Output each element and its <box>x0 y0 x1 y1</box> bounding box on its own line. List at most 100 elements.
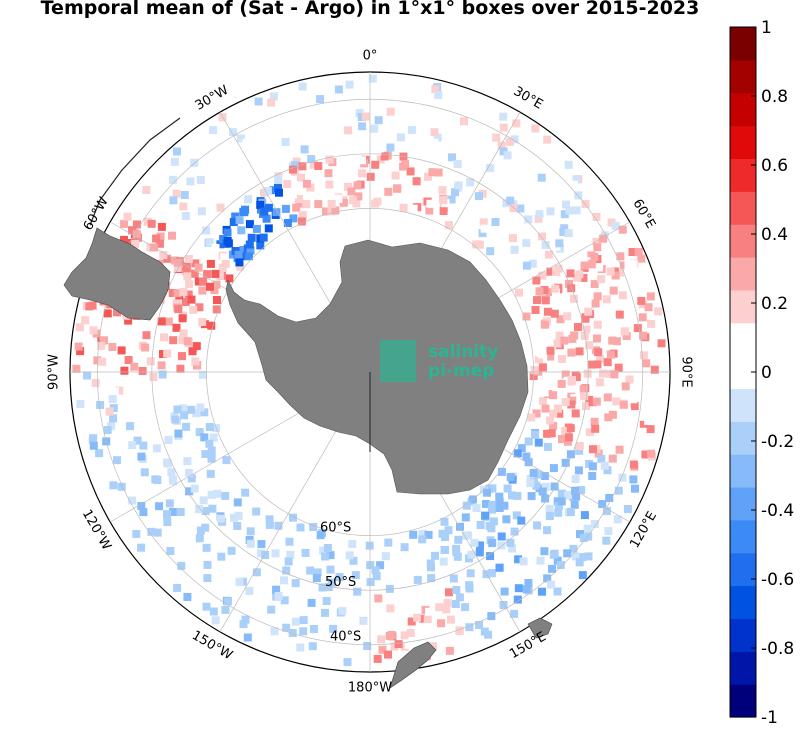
grid-cell <box>547 352 556 361</box>
grid-cell <box>212 305 221 314</box>
grid-cell <box>532 409 541 418</box>
grid-cell <box>174 429 183 438</box>
grid-cell <box>191 259 200 268</box>
grid-cell <box>384 650 392 659</box>
grid-cell <box>372 572 381 581</box>
grid-cell <box>487 569 496 578</box>
grid-cell <box>221 491 230 500</box>
grid-cell <box>594 449 603 458</box>
grid-cell <box>184 255 193 263</box>
grid-cell <box>120 366 129 375</box>
grid-cell <box>591 299 600 308</box>
grid-cell <box>192 409 201 418</box>
grid-cell <box>549 391 558 400</box>
grid-cell <box>147 219 156 228</box>
grid-cell <box>461 513 470 522</box>
grid-cell <box>220 253 229 262</box>
grid-cell <box>543 429 552 438</box>
grid-cell <box>153 528 162 537</box>
grid-cell <box>522 452 531 461</box>
grid-cell <box>639 351 648 360</box>
grid-cell <box>524 215 533 224</box>
grid-cell <box>274 183 282 192</box>
grid-cell <box>425 607 434 616</box>
grid-cell <box>438 186 447 195</box>
grid-cell <box>113 308 121 317</box>
grid-cell <box>629 475 638 484</box>
grid-cell <box>256 200 265 209</box>
antarctica-landmass <box>225 239 529 495</box>
grid-cell <box>592 237 601 246</box>
grid-cell <box>546 416 555 425</box>
grid-cell <box>618 225 627 234</box>
grid-cell <box>270 627 279 636</box>
grid-cell <box>245 587 254 595</box>
grid-cell <box>634 276 643 285</box>
grid-cell <box>227 546 236 555</box>
grid-cell <box>237 226 246 235</box>
grid-cell <box>430 138 439 147</box>
grid-cell <box>168 289 177 297</box>
grid-cell <box>246 539 255 548</box>
grid-cell <box>550 309 559 318</box>
grid-cell <box>406 167 415 176</box>
grid-cell <box>163 349 172 358</box>
grid-cell <box>543 135 552 144</box>
grid-cell <box>548 564 556 573</box>
grid-cell <box>553 404 562 413</box>
grid-cell <box>235 577 244 586</box>
grid-cell <box>374 594 383 603</box>
grid-cell <box>203 574 212 583</box>
grid-cell <box>500 501 509 510</box>
grid-cell <box>575 446 584 455</box>
grid-cell <box>257 549 265 558</box>
grid-cell <box>168 475 177 484</box>
grid-cell <box>614 486 623 495</box>
grid-cell <box>274 175 283 184</box>
grid-cell <box>195 303 204 312</box>
grid-cell <box>618 473 627 482</box>
grid-cell <box>169 196 178 205</box>
grid-cell <box>128 441 137 450</box>
grid-cell <box>274 521 283 530</box>
grid-cell <box>514 584 523 593</box>
grid-cell <box>169 336 178 345</box>
grid-cell <box>565 206 574 215</box>
grid-cell <box>644 303 653 312</box>
grid-cell <box>147 527 156 536</box>
grid-cell <box>334 194 343 203</box>
grid-cell <box>301 548 310 557</box>
grid-cell <box>264 224 273 233</box>
grid-cell <box>201 507 210 515</box>
grid-cell <box>612 397 621 406</box>
difference-cells <box>72 74 666 667</box>
grid-cell <box>81 316 90 325</box>
grid-cell <box>109 404 118 413</box>
grid-cell <box>186 177 195 186</box>
grid-cell <box>590 280 599 289</box>
grid-cell <box>418 535 427 544</box>
grid-cell <box>567 348 576 357</box>
grid-cell <box>524 437 533 446</box>
colorbar-segment <box>730 158 756 192</box>
grid-cell <box>483 488 491 497</box>
grid-cell <box>538 363 547 372</box>
grid-cell <box>443 598 452 607</box>
grid-cell <box>569 180 578 189</box>
grid-cell <box>561 458 570 467</box>
grid-cell <box>472 504 481 512</box>
grid-cell <box>539 397 548 405</box>
grid-cell <box>241 488 250 497</box>
grid-cell <box>449 574 458 583</box>
meridian-label: 90°E <box>679 356 694 387</box>
grid-cell <box>195 505 204 514</box>
grid-cell <box>650 365 659 374</box>
grid-cell <box>619 400 628 409</box>
grid-cell <box>558 435 566 443</box>
grid-cell <box>509 204 518 213</box>
grid-cell <box>183 593 192 601</box>
grid-cell <box>452 548 461 557</box>
grid-cell <box>195 534 204 543</box>
grid-cell <box>319 546 328 555</box>
grid-cell <box>109 481 118 490</box>
